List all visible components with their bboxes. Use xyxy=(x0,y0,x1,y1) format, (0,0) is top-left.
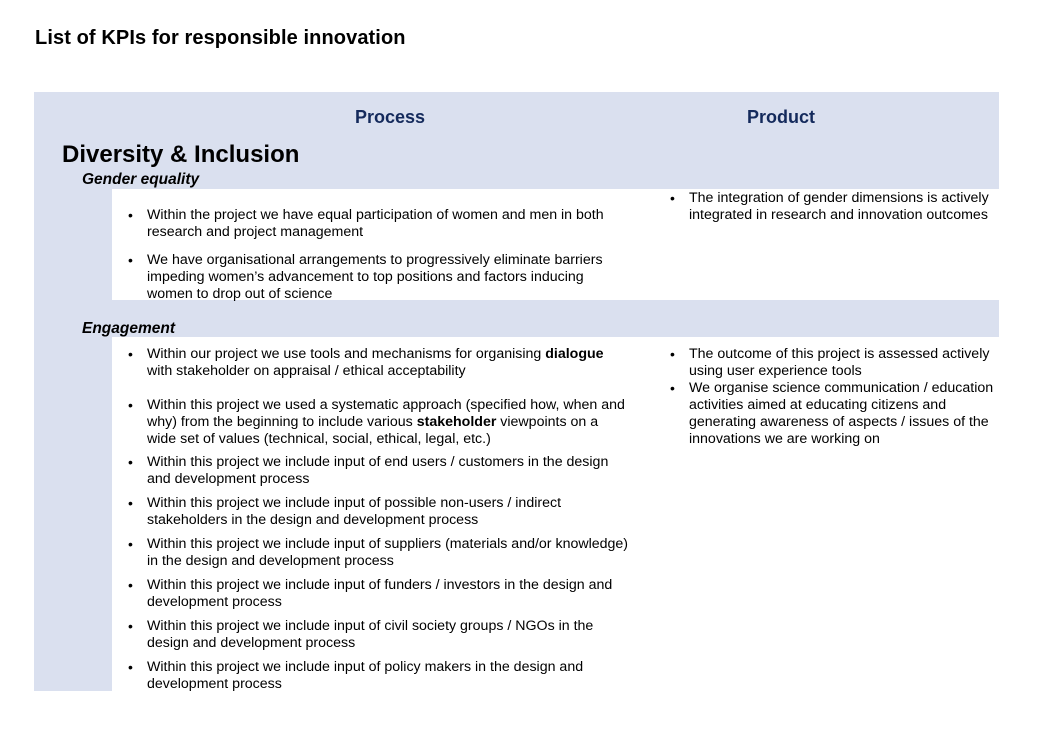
subsection-heading-gender-equality: Gender equality xyxy=(82,171,200,188)
kpi-text: Within our project we use tools and mech… xyxy=(147,346,546,362)
process-column-heading: Process xyxy=(355,107,426,127)
gender-process-kpi: Within the project we have equal partici… xyxy=(128,207,629,241)
gender-process-kpi: We have organisational arrangements to p… xyxy=(128,252,629,303)
section-title: Diversity & Inclusion xyxy=(62,141,300,168)
page-title: List of KPIs for responsible innovation xyxy=(35,27,406,49)
kpi-text: viewpoints on a wide set of values (tech… xyxy=(147,414,599,447)
engagement-process-kpi: Within this project we include input of … xyxy=(128,618,629,652)
engagement-product-kpi: We organise science communication / educ… xyxy=(670,380,994,448)
engagement-process-kpi: Within this project we include input of … xyxy=(128,536,629,570)
engagement-product-kpi: The outcome of this project is assessed … xyxy=(670,346,994,380)
engagement-process-kpi: Within this project we used a systematic… xyxy=(128,397,629,448)
engagement-process-kpi: Within this project we include input of … xyxy=(128,454,629,488)
engagement-band xyxy=(34,300,999,337)
kpi-text: with stakeholder on appraisal / ethical … xyxy=(147,363,466,379)
kpi-text: Within this project we used a systematic… xyxy=(147,397,625,430)
kpi-bold-term: dialogue xyxy=(545,346,604,362)
product-column-heading: Product xyxy=(747,107,816,127)
engagement-process-kpi: Within this project we include input of … xyxy=(128,495,629,529)
kpi-table-left-margin-band xyxy=(34,189,112,691)
engagement-process-kpi: Within this project we include input of … xyxy=(128,577,629,611)
kpi-table-header-band xyxy=(34,92,999,189)
gender-product-kpi: The integration of gender dimensions is … xyxy=(670,190,994,224)
engagement-process-kpi: Within our project we use tools and mech… xyxy=(128,346,629,380)
kpi-bold-term: stakeholder xyxy=(416,414,497,430)
subsection-heading-engagement: Engagement xyxy=(82,320,176,337)
engagement-process-kpi: Within this project we include input of … xyxy=(128,659,629,693)
